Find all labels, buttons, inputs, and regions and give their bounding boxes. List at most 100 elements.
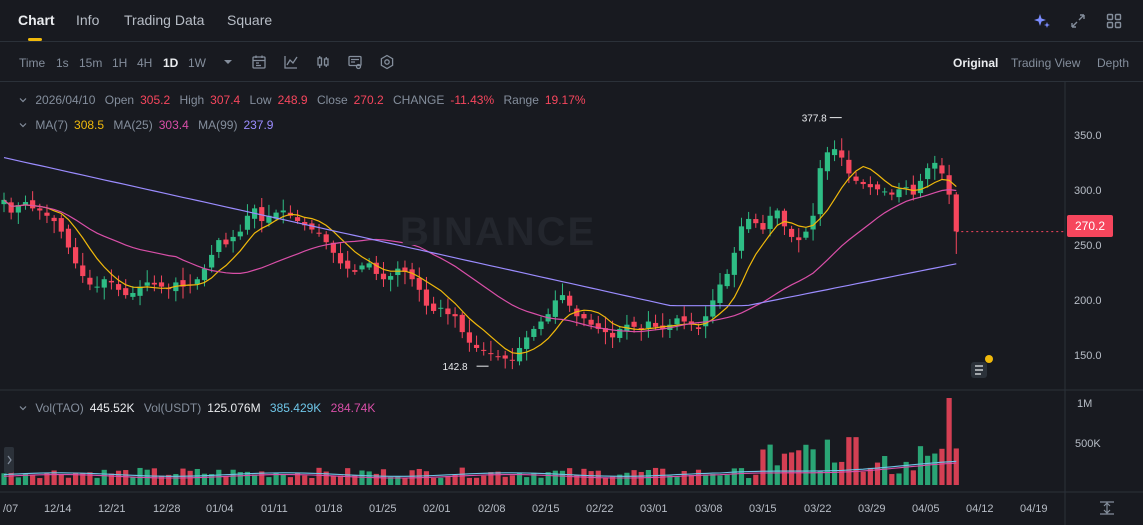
volume-bar: [867, 467, 873, 485]
volume-bar: [452, 474, 458, 485]
interval-4h[interactable]: 4H: [137, 56, 153, 70]
candle-body: [695, 327, 702, 329]
tab-trading-data[interactable]: Trading Data: [124, 12, 205, 28]
candle-body: [30, 200, 36, 209]
template-icon[interactable]: [347, 54, 363, 70]
vol-ma1-value: 385.429K: [269, 401, 322, 415]
candle-body: [144, 282, 150, 286]
volume-bar: [638, 471, 644, 485]
volume-bar: [488, 472, 494, 485]
range-label: Range: [503, 93, 539, 107]
candle-body: [80, 265, 86, 277]
candle-body: [896, 189, 902, 198]
volume-bar: [244, 471, 251, 485]
date-tick: 01/04: [206, 503, 234, 515]
vol-tao-label: Vol(TAO): [35, 401, 84, 415]
candle-body: [509, 359, 515, 361]
volume-bar: [37, 478, 43, 485]
candle-body: [910, 184, 916, 195]
fullscreen-icon[interactable]: [1067, 10, 1089, 32]
active-tab-indicator: [28, 38, 42, 41]
date-tick: 02/08: [478, 503, 506, 515]
indicator-icon[interactable]: [283, 54, 299, 70]
calendar-icon[interactable]: [251, 54, 267, 70]
candle-body: [108, 280, 114, 283]
view-trading-view[interactable]: Trading View: [1011, 56, 1081, 70]
candle-body: [15, 205, 21, 213]
volume-ma1-line: [3, 460, 957, 477]
ma-collapse-chevron-icon[interactable]: [18, 120, 28, 130]
candle-body: [1, 199, 7, 205]
candle-body: [366, 263, 372, 268]
vol-ma2-value: 284.74K: [330, 401, 376, 415]
candle-body: [953, 194, 959, 232]
ohlc-info: 2026/04/10 Open 305.2 High 307.4 Low 248.9 …: [18, 93, 592, 107]
volume-bar: [151, 468, 157, 485]
volume-ma2-line: [3, 462, 957, 479]
high-label: High: [179, 93, 205, 107]
ma25-label: MA(25): [113, 118, 153, 132]
open-label: Open: [104, 93, 135, 107]
layout-grid-icon[interactable]: [1103, 10, 1125, 32]
volume-bar: [1, 473, 7, 485]
candle-type-icon[interactable]: [315, 54, 331, 70]
candle-body: [917, 180, 924, 194]
expand-sidebar-icon[interactable]: [4, 447, 14, 473]
volume-bar: [388, 477, 394, 485]
volume-bar: [273, 473, 279, 485]
candle-body: [388, 276, 394, 280]
vol-collapse-chevron-icon[interactable]: [18, 403, 28, 413]
high-marker-label: 377.8: [802, 114, 827, 125]
tab-square[interactable]: Square: [227, 12, 273, 28]
candle-body: [889, 192, 895, 195]
interval-1h[interactable]: 1H: [112, 56, 128, 70]
view-depth[interactable]: Depth: [1097, 56, 1130, 70]
scale-adjust-icon[interactable]: [1100, 501, 1114, 515]
interval-1d[interactable]: 1D: [163, 56, 179, 70]
candle-body: [645, 321, 651, 329]
collapse-chevron-icon[interactable]: [18, 95, 28, 105]
candlestick-chart[interactable]: 377.8 142.8: [0, 82, 1143, 525]
volume-bar: [323, 471, 329, 485]
tab-info[interactable]: Info: [76, 12, 100, 28]
volume-bar: [108, 473, 114, 485]
volume-bar: [201, 473, 208, 485]
volume-bar: [302, 475, 308, 485]
interval-1w[interactable]: 1W: [188, 56, 206, 70]
candle-body: [502, 355, 508, 359]
volume-bar: [466, 477, 472, 485]
candle-body: [524, 337, 530, 349]
candle-body: [94, 286, 100, 288]
date-tick: 03/01: [640, 503, 668, 515]
settings-hexagon-icon[interactable]: [379, 54, 395, 70]
interval-dropdown-icon[interactable]: [220, 54, 236, 70]
ma7-label: MA(7): [35, 118, 69, 132]
candle-body: [395, 268, 401, 276]
candle-body: [423, 289, 430, 306]
candle-body: [330, 242, 336, 253]
candle-body: [846, 159, 852, 174]
date-tick: 01/18: [315, 503, 343, 515]
volume-bar: [617, 474, 623, 485]
volume-bar: [602, 477, 609, 485]
tab-chart[interactable]: Chart: [18, 12, 55, 28]
volume-bar: [746, 478, 752, 485]
volume-bar: [889, 474, 895, 485]
candle-body: [8, 202, 14, 213]
candle-body: [209, 254, 215, 268]
view-original[interactable]: Original: [953, 56, 999, 70]
candle-body: [774, 210, 780, 219]
price-tick: 200.0: [1074, 295, 1102, 307]
date-tick: 03/15: [749, 503, 777, 515]
date-tick: 03/08: [695, 503, 723, 515]
candle-body: [273, 212, 279, 219]
vol-tao-value: 445.52K: [89, 401, 135, 415]
candle-body: [731, 252, 737, 275]
volume-bar: [753, 474, 759, 485]
volume-bar: [789, 452, 795, 485]
ai-sparkle-icon[interactable]: [1031, 10, 1053, 32]
volume-tick: 500K: [1075, 438, 1101, 450]
volume-bar: [624, 472, 630, 485]
interval-1s[interactable]: 1s: [56, 56, 69, 70]
interval-15m[interactable]: 15m: [79, 56, 103, 70]
